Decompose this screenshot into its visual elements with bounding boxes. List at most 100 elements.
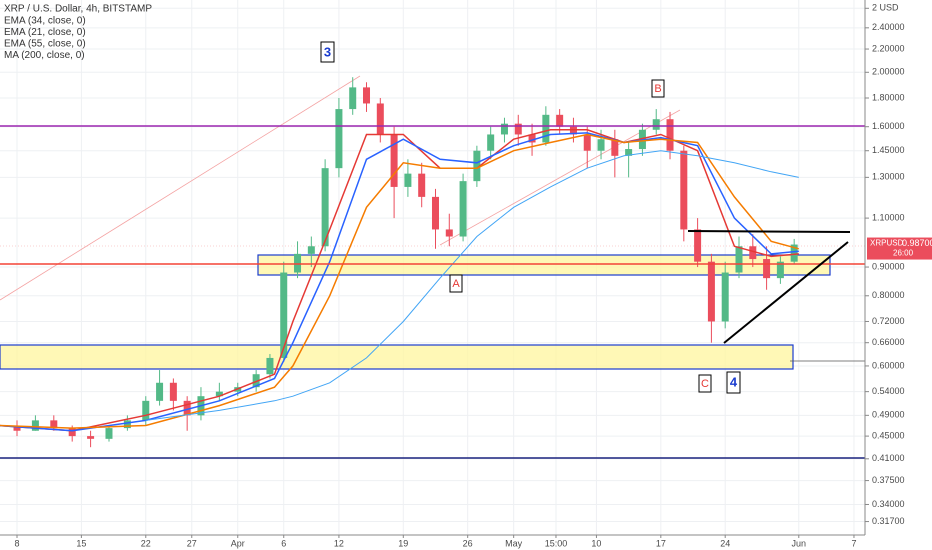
- candle-body: [266, 357, 274, 375]
- candle-body: [280, 272, 288, 358]
- y-tick-label: 0.54000: [872, 386, 905, 396]
- candle-body: [790, 244, 798, 262]
- candle-body: [707, 261, 715, 322]
- candle-body: [142, 400, 150, 421]
- x-tick-label: 10: [591, 538, 601, 548]
- y-tick-label: 0.72000: [872, 316, 905, 326]
- candle-body: [666, 119, 674, 151]
- y-tick-label: 2.40000: [872, 22, 905, 32]
- x-tick-label: 26: [463, 538, 473, 548]
- candle-body: [680, 150, 688, 230]
- candle-body: [763, 259, 771, 279]
- x-tick-label: 24: [720, 538, 730, 548]
- legend-entry: EMA (21, close, 0): [4, 27, 86, 38]
- candle-body: [105, 428, 113, 439]
- candle-body: [156, 382, 164, 401]
- candle-body: [363, 87, 371, 104]
- candle-body: [445, 229, 453, 237]
- candle-body: [252, 374, 260, 388]
- x-tick-label: 17: [656, 538, 666, 548]
- axes: 2 USD 2.40000 2.20000 2.00000 1.80000 1.60000…: [15, 3, 932, 548]
- candle-body: [487, 134, 495, 151]
- candle-body: [215, 391, 223, 397]
- legend-entry: EMA (55, close, 0): [4, 39, 86, 50]
- candle-body: [735, 246, 743, 273]
- y-tick-label: 0.49000: [872, 410, 905, 420]
- x-tick-label: 27: [187, 538, 197, 548]
- wave-label: 4: [730, 374, 738, 389]
- y-tick-label: 0.41000: [872, 453, 905, 463]
- x-tick-label: 19: [398, 538, 408, 548]
- candle-body: [625, 149, 633, 156]
- candle-body: [597, 139, 605, 151]
- wave-box: [320, 41, 335, 63]
- wave-label: 3: [324, 44, 331, 59]
- y-tick-label: 2.20000: [872, 43, 905, 53]
- triangle-line: [723, 241, 849, 344]
- wave-label: B: [654, 83, 661, 95]
- x-axis-bg: [0, 535, 865, 550]
- candle-body: [13, 425, 21, 431]
- candle-body: [376, 103, 384, 135]
- y-tick-label: 0.60000: [872, 360, 905, 370]
- x-tick-label: Apr: [231, 538, 245, 548]
- candle-body: [183, 400, 191, 416]
- x-tick-label: May: [505, 538, 523, 548]
- candle-body: [694, 229, 702, 262]
- y-tick-label: 0.31700: [872, 516, 905, 526]
- trend-line: [0, 75, 361, 301]
- candle-body: [307, 246, 315, 254]
- y-axis-bg: [865, 0, 932, 550]
- candle-body: [31, 420, 39, 431]
- ma-line: [0, 133, 799, 429]
- candle-body: [87, 436, 95, 439]
- candle-body: [569, 126, 577, 135]
- candle-body: [556, 114, 564, 127]
- y-tick-label: 0.45000: [872, 430, 905, 440]
- candle-body: [123, 420, 131, 429]
- y-tick-label: 1.30000: [872, 172, 905, 182]
- legend: EMA (34, close, 0)EMA (21, close, 0)EMA …: [4, 16, 86, 62]
- ma-line: [0, 132, 799, 432]
- candle-body: [542, 114, 550, 143]
- x-tick-label: 7: [851, 538, 856, 548]
- candle-body: [321, 168, 329, 247]
- x-tick-label: 12: [334, 538, 344, 548]
- price-tag: [867, 237, 932, 260]
- candle-body: [418, 173, 426, 197]
- legend-entry: EMA (34, close, 0): [4, 16, 86, 27]
- y-tick-label: 1.60000: [872, 121, 905, 131]
- candle-body: [776, 261, 784, 279]
- y-tick-label: 2 USD: [872, 3, 899, 13]
- candle-body: [390, 134, 398, 187]
- candle-body: [473, 150, 481, 182]
- x-tick-label: Jun: [792, 538, 807, 548]
- y-tick-label: 1.10000: [872, 212, 905, 222]
- candle-body: [583, 134, 591, 151]
- zone-box: [257, 254, 831, 276]
- candle-body: [500, 123, 508, 135]
- chart-title: XRP / U.S. Dollar, 4h, BITSTAMP: [4, 4, 152, 15]
- marks: [0, 77, 799, 448]
- x-tick-label: 22: [141, 538, 151, 548]
- y-tick-label: 0.80000: [872, 290, 905, 300]
- candle-body: [68, 428, 76, 437]
- price-label: 0.98700: [902, 238, 932, 248]
- candle-body: [431, 196, 439, 230]
- y-tick-label: 2.00000: [872, 67, 905, 77]
- ma-line: [0, 129, 799, 432]
- y-tick-label: 0.34000: [872, 499, 905, 509]
- x-tick-label: 15:00: [545, 538, 568, 548]
- x-tick-label: 8: [15, 538, 20, 548]
- candle-body: [611, 139, 619, 156]
- wave-box: [651, 79, 665, 98]
- candle-body: [169, 382, 177, 401]
- y-tick-label: 0.66000: [872, 337, 905, 347]
- triangle-line: [687, 230, 851, 233]
- wave-box: [449, 274, 463, 293]
- candle-body: [294, 253, 302, 273]
- y-tick-label: 0.90000: [872, 261, 905, 271]
- y-tick-label: 0.37500: [872, 475, 905, 485]
- price-symbol: XRPUSD: [870, 239, 904, 248]
